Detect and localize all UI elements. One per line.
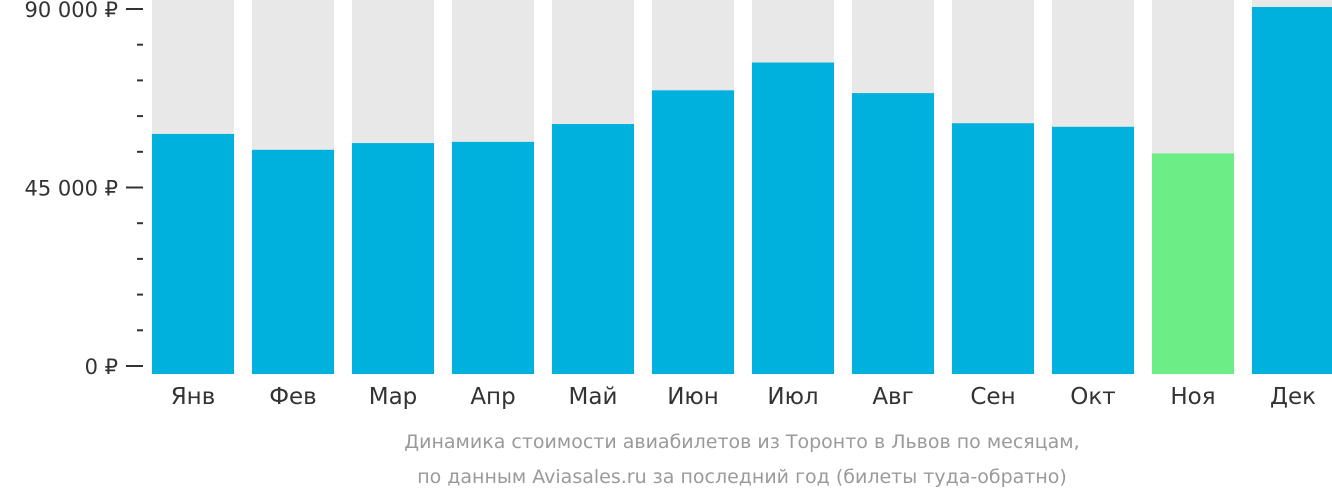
bar [1152, 153, 1234, 374]
bar [452, 141, 534, 374]
bar [152, 133, 234, 374]
bar [952, 123, 1034, 375]
x-tick-label: Сен [970, 384, 1015, 410]
x-tick-label: Янв [171, 384, 216, 410]
bar [352, 143, 434, 374]
bar [752, 62, 834, 375]
bar [1052, 126, 1134, 374]
x-tick-label: Июл [767, 384, 818, 410]
chart-caption-line-2: по данным Aviasales.ru за последний год … [417, 466, 1067, 488]
x-tick-label: Окт [1070, 384, 1115, 410]
bar [552, 124, 634, 375]
chart-caption-line-1: Динамика стоимости авиабилетов из Торонт… [404, 431, 1080, 453]
y-axis: 0 ₽ 45 000 ₽ 90 000 ₽ [24, 0, 143, 379]
x-tick-label: Июн [667, 384, 719, 410]
price-bar-chart: 0 ₽ 45 000 ₽ 90 000 ₽ Янв Фев Мар Апр Май Июн Ию… [24, 0, 1332, 410]
bar [652, 90, 734, 375]
bar [1252, 7, 1332, 375]
x-axis-labels: Янв Фев Мар Апр Май Июн Июл Авг Сен Окт Ноя Дек [171, 384, 1316, 410]
x-tick-label: Май [569, 384, 618, 410]
bar [252, 149, 334, 374]
y-tick-label: 45 000 ₽ [24, 177, 118, 201]
y-tick-label: 90 000 ₽ [24, 0, 118, 22]
x-tick-label: Фев [269, 384, 317, 410]
x-tick-label: Мар [369, 384, 418, 410]
bars [152, 0, 1332, 375]
x-tick-label: Апр [470, 384, 515, 410]
bar [852, 93, 934, 375]
x-tick-label: Ноя [1170, 384, 1215, 410]
y-tick-label: 0 ₽ [85, 355, 118, 379]
x-tick-label: Авг [872, 384, 913, 410]
x-tick-label: Дек [1270, 384, 1316, 410]
